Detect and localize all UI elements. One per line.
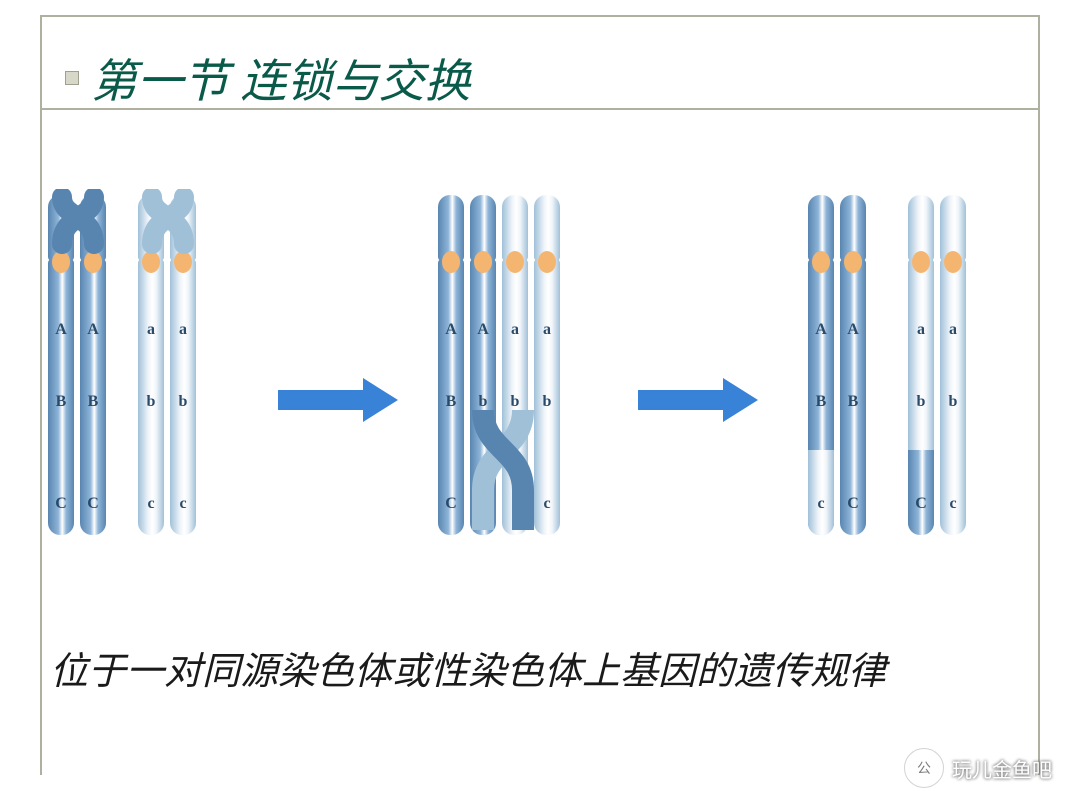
title-row: 第一节 连锁与交换 (65, 45, 471, 111)
gene-label: C (80, 495, 106, 513)
title-bullet (65, 71, 79, 85)
gene-label: C (840, 495, 866, 513)
wechat-icon: 公 (904, 748, 944, 788)
gene-label: B (808, 393, 834, 411)
watermark-text: 玩儿金鱼吧 (952, 754, 1052, 783)
gene-label: A (470, 321, 496, 339)
gene-label: a (502, 321, 528, 339)
stage1: A B C A B Ca b c a b c (38, 195, 238, 535)
gene-label: b (940, 393, 966, 411)
gene-label: A (808, 321, 834, 339)
gene-label: a (534, 321, 560, 339)
gene-label: a (138, 321, 164, 339)
chromatid: A Bc (808, 195, 834, 535)
gene-label: c (808, 495, 834, 513)
sister-cross (52, 189, 122, 259)
chromatid: a b c (940, 195, 966, 535)
gene-label: B (48, 393, 74, 411)
stage3: A Bc A B Ca b Ca b c (798, 195, 998, 535)
gene-label: C (48, 495, 74, 513)
gene-label: B (840, 393, 866, 411)
gene-label: b (502, 393, 528, 411)
gene-label: b (170, 393, 196, 411)
stage2: ABCAbcabcabc (428, 195, 628, 535)
gene-label: a (170, 321, 196, 339)
watermark: 公 玩儿金鱼吧 (904, 748, 1052, 788)
gene-label: c (940, 495, 966, 513)
chromosome-diagram: ABCABCabcabcABCAbcabcabcABcABCabCabc (38, 195, 1048, 595)
gene-label: b (534, 393, 560, 411)
gene-label: C (908, 495, 934, 513)
gene-label: a (908, 321, 934, 339)
sister-cross (142, 189, 212, 259)
gene-label: B (80, 393, 106, 411)
chromatid: a b C (908, 195, 934, 535)
gene-label: A (438, 321, 464, 339)
gene-label: c (138, 495, 164, 513)
arrow-icon (638, 375, 758, 425)
arrow-icon (278, 375, 398, 425)
gene-label: B (438, 393, 464, 411)
gene-label: a (940, 321, 966, 339)
gene-label: A (80, 321, 106, 339)
gene-label: A (840, 321, 866, 339)
gene-label: b (138, 393, 164, 411)
slide-title: 第一节 连锁与交换 (91, 45, 471, 111)
crossover-x (448, 410, 608, 530)
gene-label: b (908, 393, 934, 411)
chromatid: A B C (840, 195, 866, 535)
gene-label: c (170, 495, 196, 513)
caption-text: 位于一对同源染色体或性染色体上基因的遗传规律 (50, 640, 1030, 695)
title-underline (40, 108, 1040, 110)
gene-label: A (48, 321, 74, 339)
gene-label: b (470, 393, 496, 411)
